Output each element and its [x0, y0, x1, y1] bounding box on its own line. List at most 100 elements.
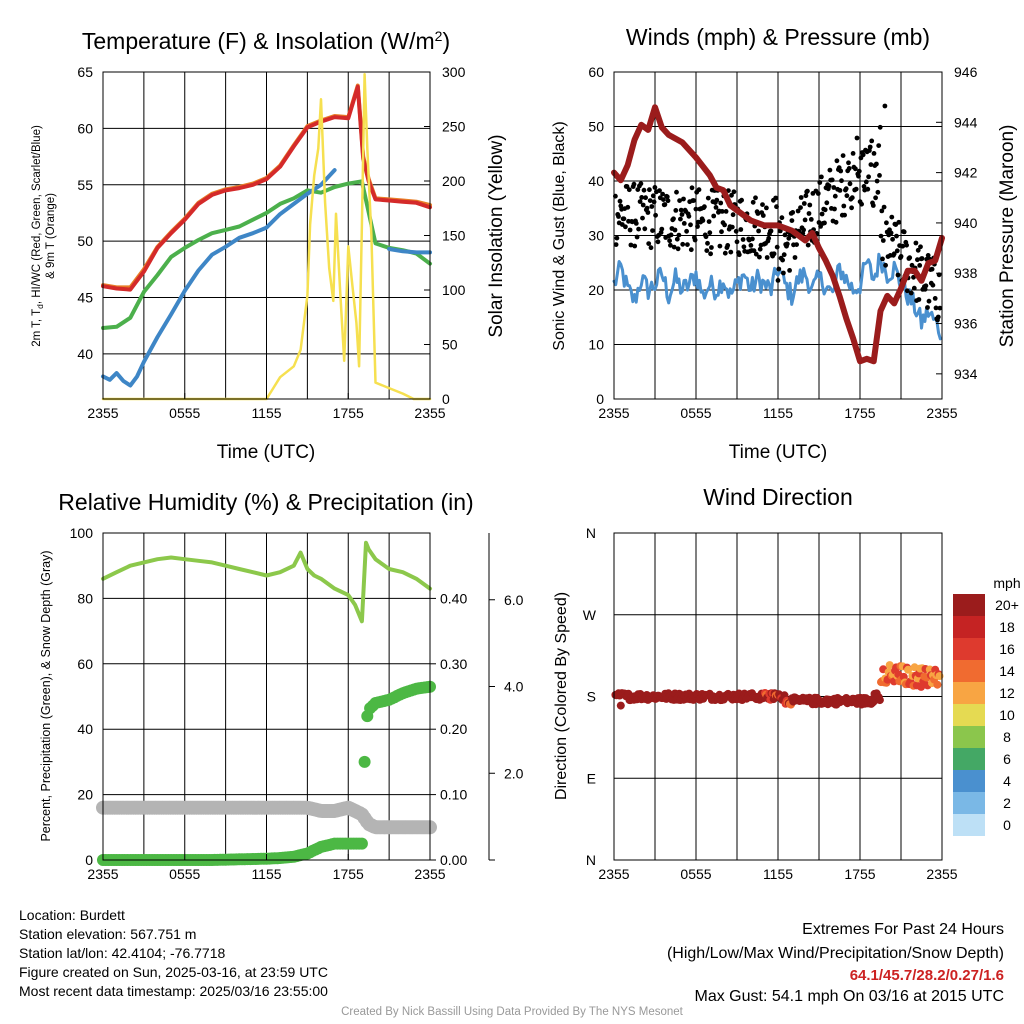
precip-ytick-label: 0.40: [440, 590, 467, 606]
gust-point: [648, 245, 654, 251]
gust-point: [808, 217, 814, 222]
wind-direction-point: [933, 680, 942, 689]
wind-direction-ytick-label: N: [586, 525, 596, 541]
gust-point: [686, 213, 692, 219]
speed-legend-swatch: [953, 638, 985, 660]
temperature-series-line: [101, 179, 432, 330]
snow-ytick-label: 6.0: [504, 592, 524, 608]
gust-point: [774, 204, 779, 210]
gust-point: [875, 189, 881, 195]
pressure-ytick-label: 934: [954, 366, 978, 382]
gust-point: [827, 167, 833, 173]
speed-legend-swatch: [953, 616, 985, 638]
winds-ytick-label: 60: [588, 64, 604, 80]
gust-point: [882, 103, 888, 109]
gust-point: [826, 183, 832, 189]
speed-legend-swatch: [953, 792, 985, 814]
gust-point: [840, 153, 846, 159]
gust-point: [856, 168, 862, 174]
gust-point: [876, 143, 882, 149]
wind-speed-line: [612, 252, 942, 341]
gust-point: [685, 242, 690, 248]
gust-point: [676, 232, 682, 238]
gust-point: [802, 217, 808, 223]
gust-point: [925, 253, 931, 258]
gust-point: [935, 314, 941, 320]
gust-point: [789, 218, 795, 224]
temperature-series-line: [101, 168, 337, 388]
humidity-ylabel: Percent, Precipitation (Green), & Snow D…: [39, 550, 53, 841]
gust-point: [774, 244, 780, 250]
speed-legend-label: 16: [999, 641, 1015, 657]
gust-point: [660, 191, 665, 197]
gust-point: [638, 181, 644, 187]
gust-point: [854, 135, 860, 141]
gust-point: [738, 227, 744, 232]
gust-point: [896, 219, 902, 225]
gust-point: [880, 256, 885, 262]
figure-created: Figure created on Sun, 2025-03-16, at 23…: [19, 964, 328, 980]
gust-point: [771, 251, 777, 257]
gust-point: [843, 186, 849, 192]
gust-point: [760, 213, 766, 218]
gust-point: [757, 254, 762, 260]
gust-point: [708, 251, 713, 257]
gust-point: [918, 244, 923, 250]
speed-legend-title: mph: [993, 575, 1020, 591]
gust-point: [859, 201, 864, 207]
gust-point: [674, 189, 679, 195]
temperature-ytick-label: 50: [77, 233, 93, 249]
gust-point: [801, 201, 807, 206]
temperature-xtick-label: 1155: [251, 405, 281, 421]
gust-point: [822, 220, 827, 226]
gust-point: [722, 222, 727, 228]
gust-point: [816, 220, 822, 225]
gust-point: [705, 240, 710, 246]
gust-point: [733, 228, 739, 234]
insolation-ytick-label: 150: [442, 228, 466, 244]
gust-point: [776, 266, 782, 272]
speed-legend-label: 14: [999, 663, 1015, 679]
humidity-ytick-label: 60: [77, 656, 93, 672]
gust-point: [705, 195, 711, 201]
speed-legend-swatch: [953, 748, 985, 770]
gust-point: [680, 241, 686, 247]
wind-direction-point: [885, 661, 894, 670]
gust-point: [704, 248, 710, 254]
gust-point: [919, 256, 925, 261]
gust-point: [641, 187, 647, 193]
precip-ytick-label: 0.10: [440, 787, 467, 803]
gust-point: [856, 173, 861, 179]
gust-point: [846, 166, 852, 171]
extremes-subheading: (High/Low/Max Wind/Precipitation/Snow De…: [666, 945, 1004, 962]
gust-point: [817, 180, 823, 185]
gust-point: [725, 243, 731, 248]
gust-point: [890, 236, 895, 242]
recent-timestamp: Most recent data timestamp: 2025/03/16 2…: [19, 983, 328, 999]
gust-point: [792, 255, 798, 260]
temperature-series-line: [101, 72, 432, 401]
gust-point: [911, 274, 916, 280]
gust-point: [819, 211, 825, 217]
gust-point: [798, 205, 803, 211]
insolation-ytick-label: 300: [442, 64, 466, 80]
speed-legend-label: 20+: [995, 597, 1019, 613]
gust-point: [838, 168, 844, 174]
wind-direction-point: [616, 701, 625, 710]
insolation-ytick-label: 200: [442, 173, 466, 189]
gust-point: [750, 199, 756, 205]
gust-point: [834, 158, 840, 164]
speed-legend-label: 8: [1003, 729, 1011, 745]
gust-point: [675, 246, 681, 252]
winds-ytick-label: 40: [588, 173, 604, 189]
gust-point: [932, 296, 938, 301]
temperature-ylabel-line2: & 9m T (Orange): [45, 193, 57, 279]
gust-point: [815, 191, 821, 196]
temperature-xlabel: Time (UTC): [217, 442, 316, 463]
gust-point: [849, 205, 854, 211]
snow-ytick-label: 2.0: [504, 765, 524, 781]
gust-point: [667, 238, 672, 244]
gust-point: [700, 218, 706, 223]
gust-point: [929, 266, 935, 272]
gust-point: [688, 222, 693, 228]
